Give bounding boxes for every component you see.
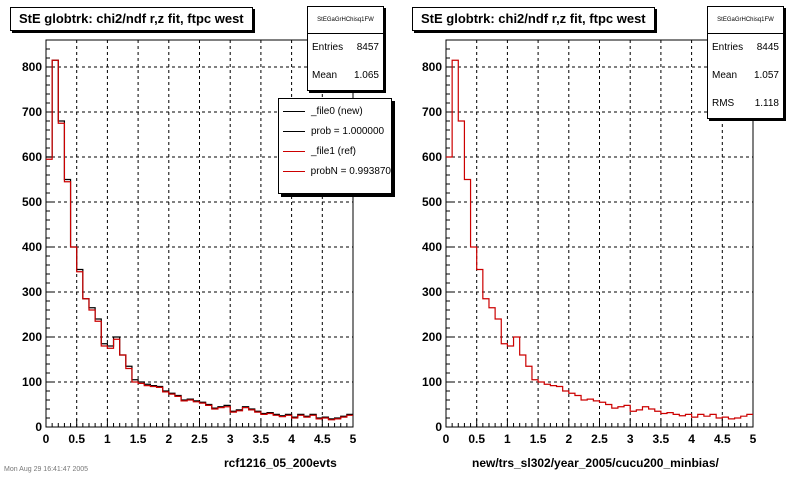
y-tick-label: 600 (22, 150, 42, 164)
right-chart-title: StE globtrk: chi2/ndf r,z fit, ftpc west (412, 7, 655, 31)
x-tick-label: 5 (750, 432, 757, 446)
left-histogram-panel: 0 0.5 1 1.5 2 2.5 3 3.5 4 4.5 5 0 100 200 300 400 500 600… (4, 6, 392, 473)
x-tick-label: 3.5 (653, 432, 670, 446)
right-x-axis-label: new/trs_sl302/year_2005/cucu200_minbias/ (472, 456, 719, 470)
y-tick-label: 400 (422, 240, 442, 254)
stats-value: 8445 (756, 42, 779, 53)
y-tick-label: 800 (22, 60, 42, 74)
x-tick-label: 4 (288, 432, 295, 446)
legend-entry-prob: prob = 1.000000 (279, 121, 391, 141)
legend-entry-file0: _file0 (new) (279, 101, 391, 121)
x-tick-label: 3 (227, 432, 234, 446)
x-tick-label: 0 (43, 432, 50, 446)
right-stats-row-rms: RMS 1.118 (708, 90, 783, 118)
stats-value: 1.118 (754, 98, 779, 109)
x-tick-label: 1 (504, 432, 511, 446)
legend-line-swatch (283, 110, 305, 112)
y-tick-label: 500 (22, 195, 42, 209)
x-tick-label: 3.5 (253, 432, 270, 446)
x-tick-label: 4.5 (714, 432, 731, 446)
x-tick-label: 2.5 (191, 432, 208, 446)
right-stats-row-entries: Entries 8445 (708, 34, 783, 62)
y-tick-label: 0 (435, 420, 442, 434)
x-tick-label: 0 (443, 432, 450, 446)
y-tick-label: 700 (422, 105, 442, 119)
y-tick-label: 500 (422, 195, 442, 209)
y-tick-label: 400 (22, 240, 42, 254)
x-tick-label: 0.5 (68, 432, 85, 446)
y-tick-label: 200 (422, 330, 442, 344)
legend-line-swatch (283, 130, 305, 132)
right-stats-box: StEGaGrHChisq1FW Entries 8445 Mean 1.057… (707, 6, 784, 119)
x-tick-label: 1.5 (530, 432, 547, 446)
legend-label: prob = 1.000000 (311, 125, 385, 137)
y-tick-label: 100 (422, 375, 442, 389)
legend-entry-file1: _file1 (ref) (279, 141, 391, 161)
stats-label: Entries (312, 42, 344, 53)
x-tick-label: 2 (565, 432, 572, 446)
legend-label: _file0 (new) (311, 105, 363, 117)
stats-label: RMS (712, 98, 735, 109)
x-tick-label: 2.5 (591, 432, 608, 446)
x-tick-label: 0.5 (468, 432, 485, 446)
x-tick-label: 1.5 (130, 432, 147, 446)
x-tick-label: 1 (104, 432, 111, 446)
stats-value: 8457 (356, 42, 379, 53)
left-x-axis-label: rcf1216_05_200evts (224, 456, 337, 470)
right-histogram-panel: 0 0.5 1 1.5 2 2.5 3 3.5 4 4.5 5 0 100 200 300 400 500 600… (400, 0, 800, 480)
x-tick-label: 4.5 (314, 432, 331, 446)
histogram-series-line (46, 59, 353, 421)
left-stats-box: StEGaGrHChisq1FW Entries 8457 Mean 1.065 (307, 6, 384, 91)
y-tick-label: 100 (22, 375, 42, 389)
y-tick-label: 700 (22, 105, 42, 119)
legend-label: probN = 0.993870 (310, 165, 391, 177)
stats-value: 1.065 (353, 70, 379, 81)
left-chart-title: StE globtrk: chi2/ndf r,z fit, ftpc west (10, 7, 253, 31)
stats-label: Mean (312, 70, 338, 81)
left-stats-row-mean: Mean 1.065 (308, 62, 383, 90)
right-stats-row-mean: Mean 1.057 (708, 62, 783, 90)
timestamp-footer: Mon Aug 29 16:41:47 2005 (4, 466, 89, 473)
y-tick-label: 300 (422, 285, 442, 299)
left-legend-box: _file0 (new) prob = 1.000000 _file1 (ref… (278, 98, 392, 194)
legend-line-swatch (283, 170, 305, 172)
stats-value: 1.057 (753, 70, 779, 81)
x-tick-label: 4 (688, 432, 695, 446)
x-tick-label: 2 (165, 432, 172, 446)
right-histogram-chart: 0 0.5 1 1.5 2 2.5 3 3.5 4 4.5 5 0 100 200 300 400 500 600… (422, 39, 757, 446)
x-tick-label: 3 (627, 432, 634, 446)
left-stats-row-entries: Entries 8457 (308, 34, 383, 62)
x-tick-label: 5 (350, 432, 357, 446)
left-stats-title: StEGaGrHChisq1FW (308, 7, 383, 34)
stats-label: Entries (712, 42, 744, 53)
stats-label: Mean (712, 70, 738, 81)
y-tick-label: 300 (22, 285, 42, 299)
y-tick-label: 800 (422, 60, 442, 74)
legend-line-swatch (283, 150, 305, 152)
right-stats-title: StEGaGrHChisq1FW (708, 7, 783, 34)
histogram-series-line (446, 59, 753, 420)
legend-entry-probn: probN = 0.993870 (279, 161, 391, 181)
y-tick-label: 200 (22, 330, 42, 344)
y-tick-label: 0 (35, 420, 42, 434)
legend-label: _file1 (ref) (311, 145, 357, 157)
y-tick-label: 600 (422, 150, 442, 164)
